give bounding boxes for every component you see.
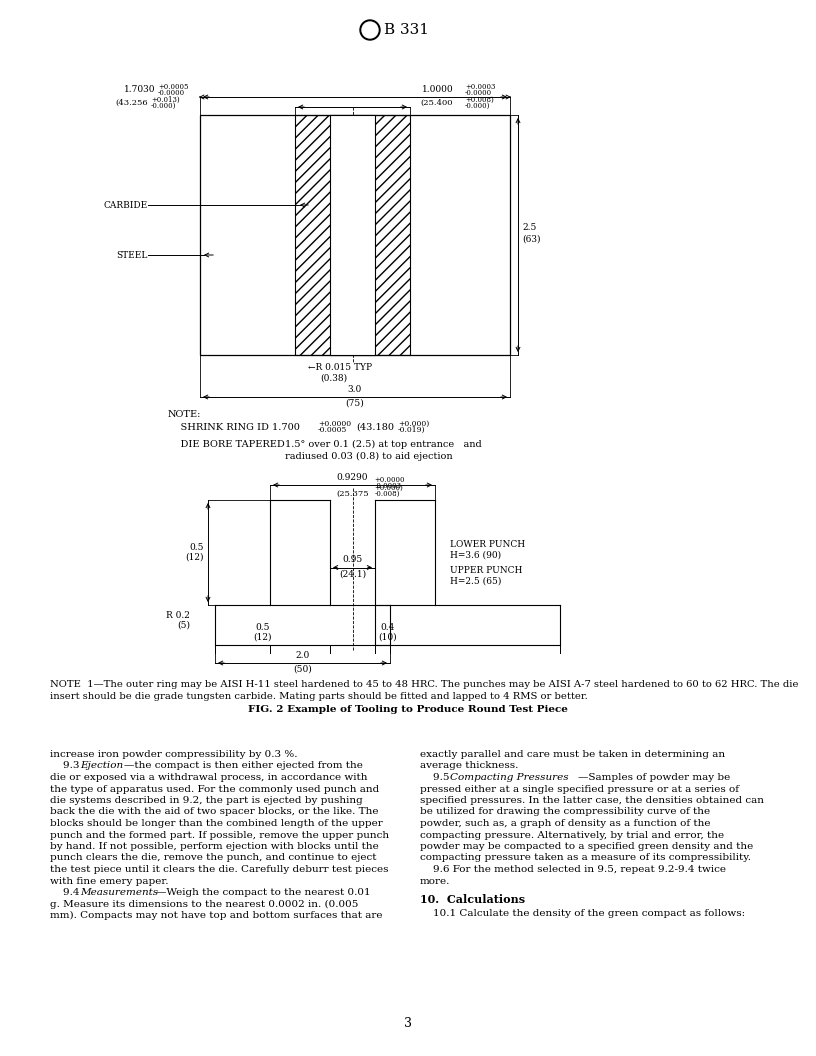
Text: powder, such as, a graph of density as a function of the: powder, such as, a graph of density as a… — [420, 819, 711, 828]
Text: DIE BORE TAPERED: DIE BORE TAPERED — [168, 440, 285, 449]
Text: be utilized for drawing the compressibility curve of the: be utilized for drawing the compressibil… — [420, 808, 710, 816]
Text: H=3.6 (90): H=3.6 (90) — [450, 551, 501, 560]
Text: LOWER PUNCH: LOWER PUNCH — [450, 540, 526, 549]
Text: 0.5: 0.5 — [189, 543, 204, 552]
Text: ←R 0.015 TYP: ←R 0.015 TYP — [308, 363, 372, 372]
Text: —the compact is then either ejected from the: —the compact is then either ejected from… — [124, 761, 363, 771]
Text: 1.7030: 1.7030 — [123, 86, 155, 94]
Text: Measurements: Measurements — [80, 888, 158, 897]
Text: +0.0003: +0.0003 — [465, 83, 495, 91]
Text: compacting pressure taken as a measure of its compressibility.: compacting pressure taken as a measure o… — [420, 853, 751, 863]
Text: +0.000): +0.000) — [398, 420, 429, 428]
Text: Compacting Pressures: Compacting Pressures — [450, 773, 569, 782]
Text: (0.38): (0.38) — [320, 374, 347, 383]
Text: more.: more. — [420, 876, 450, 886]
Text: 10.  Calculations: 10. Calculations — [420, 893, 526, 905]
Text: R 0.2: R 0.2 — [166, 610, 190, 620]
Text: -0.0003: -0.0003 — [375, 482, 401, 490]
Bar — [295, 115, 410, 355]
Text: punch and the formed part. If possible, remove the upper punch: punch and the formed part. If possible, … — [50, 830, 389, 840]
Text: +0.0000: +0.0000 — [375, 476, 405, 484]
Text: UPPER PUNCH: UPPER PUNCH — [450, 566, 522, 576]
Text: 0.4: 0.4 — [381, 622, 395, 631]
Text: (5): (5) — [177, 621, 190, 629]
Text: radiused 0.03 (0.8) to aid ejection: radiused 0.03 (0.8) to aid ejection — [285, 452, 453, 461]
Text: exactly parallel and care must be taken in determining an: exactly parallel and care must be taken … — [420, 750, 725, 759]
Text: back the die with the aid of two spacer blocks, or the like. The: back the die with the aid of two spacer … — [50, 808, 379, 816]
Text: average thickness.: average thickness. — [420, 761, 518, 771]
Text: H=2.5 (65): H=2.5 (65) — [450, 577, 501, 586]
Text: die or exposed via a withdrawal process, in accordance with: die or exposed via a withdrawal process,… — [50, 773, 367, 782]
Text: (10): (10) — [379, 633, 397, 641]
Text: -0.019): -0.019) — [398, 426, 425, 434]
Text: by hand. If not possible, perform ejection with blocks until the: by hand. If not possible, perform ejecti… — [50, 842, 379, 851]
Bar — [330, 115, 375, 355]
Text: —Weigh the compact to the nearest 0.01: —Weigh the compact to the nearest 0.01 — [156, 888, 370, 897]
Text: 9.5: 9.5 — [420, 773, 453, 782]
Text: 3.0: 3.0 — [348, 385, 362, 394]
Text: (43.256: (43.256 — [115, 99, 148, 107]
Text: (12): (12) — [185, 553, 204, 562]
Text: compacting pressure. Alternatively, by trial and error, the: compacting pressure. Alternatively, by t… — [420, 830, 724, 840]
Text: (63): (63) — [522, 234, 540, 244]
Circle shape — [360, 20, 380, 40]
Text: (25.400: (25.400 — [420, 99, 453, 107]
Text: NOTE  1—The outer ring may be AISI H-11 steel hardened to 45 to 48 HRC. The punc: NOTE 1—The outer ring may be AISI H-11 s… — [50, 680, 799, 689]
Text: 9.6 For the method selected in 9.5, repeat 9.2-9.4 twice: 9.6 For the method selected in 9.5, repe… — [420, 865, 726, 874]
Text: the type of apparatus used. For the commonly used punch and: the type of apparatus used. For the comm… — [50, 785, 379, 793]
Text: 9.4: 9.4 — [50, 888, 82, 897]
Circle shape — [362, 22, 378, 38]
Text: punch clears the die, remove the punch, and continue to eject: punch clears the die, remove the punch, … — [50, 853, 376, 863]
Text: with fine emery paper.: with fine emery paper. — [50, 876, 168, 886]
Text: mm). Compacts may not have top and bottom surfaces that are: mm). Compacts may not have top and botto… — [50, 911, 383, 920]
Text: 1.5° over 0.1 (2.5) at top entrance   and: 1.5° over 0.1 (2.5) at top entrance and — [285, 440, 481, 449]
Text: —Samples of powder may be: —Samples of powder may be — [578, 773, 730, 782]
Text: NOTE:: NOTE: — [168, 410, 202, 419]
Text: -0.000): -0.000) — [151, 102, 176, 110]
Bar — [200, 115, 510, 355]
Text: -0.0000: -0.0000 — [158, 89, 185, 97]
Text: +0.0000: +0.0000 — [318, 420, 351, 428]
Text: +0.0005: +0.0005 — [158, 83, 188, 91]
Text: blocks should be longer than the combined length of the upper: blocks should be longer than the combine… — [50, 819, 383, 828]
Text: 2.5: 2.5 — [522, 223, 536, 231]
Text: (50): (50) — [293, 665, 312, 674]
Text: 2.0: 2.0 — [295, 650, 309, 660]
Text: (24.1): (24.1) — [339, 569, 366, 579]
Text: 1.0000: 1.0000 — [422, 86, 454, 94]
Text: SHRINK RING ID 1.700: SHRINK RING ID 1.700 — [168, 423, 299, 432]
Text: insert should be die grade tungsten carbide. Mating parts should be fitted and l: insert should be die grade tungsten carb… — [50, 692, 588, 701]
Text: ✓: ✓ — [342, 201, 348, 209]
Text: 3: 3 — [404, 1017, 412, 1030]
Text: 10.1 Calculate the density of the green compact as follows:: 10.1 Calculate the density of the green … — [420, 909, 745, 918]
Text: CARBIDE: CARBIDE — [104, 201, 148, 209]
Text: pressed either at a single specified pressure or at a series of: pressed either at a single specified pre… — [420, 785, 739, 793]
Text: -0.0005: -0.0005 — [318, 426, 348, 434]
Text: (75): (75) — [346, 399, 365, 408]
Text: 0.9290: 0.9290 — [337, 473, 368, 482]
Text: -0.0000: -0.0000 — [465, 89, 492, 97]
Text: the test piece until it clears the die. Carefully deburr test pieces: the test piece until it clears the die. … — [50, 865, 388, 874]
Text: B 331: B 331 — [384, 23, 429, 37]
Text: STEEL: STEEL — [117, 250, 148, 260]
Text: FIG. 2 Example of Tooling to Produce Round Test Piece: FIG. 2 Example of Tooling to Produce Rou… — [248, 705, 568, 714]
Text: -0.008): -0.008) — [375, 490, 400, 498]
Text: +0.000): +0.000) — [375, 484, 403, 492]
Text: Ejection: Ejection — [80, 761, 123, 771]
Text: powder may be compacted to a specified green density and the: powder may be compacted to a specified g… — [420, 842, 753, 851]
Text: 9.3: 9.3 — [50, 761, 82, 771]
Text: +0.013): +0.013) — [151, 96, 180, 103]
Text: specified pressures. In the latter case, the densities obtained can: specified pressures. In the latter case,… — [420, 796, 764, 805]
Text: increase iron powder compressibility by 0.3 %.: increase iron powder compressibility by … — [50, 750, 298, 759]
Text: g. Measure its dimensions to the nearest 0.0002 in. (0.005: g. Measure its dimensions to the nearest… — [50, 900, 358, 908]
Text: 0.5: 0.5 — [255, 622, 270, 631]
Text: 0.95: 0.95 — [343, 555, 362, 565]
Text: +0.008): +0.008) — [465, 96, 494, 103]
Text: die systems described in 9.2, the part is ejected by pushing: die systems described in 9.2, the part i… — [50, 796, 363, 805]
Text: (43.180: (43.180 — [356, 423, 394, 432]
Text: (25.375: (25.375 — [336, 490, 369, 498]
Text: (12): (12) — [254, 633, 273, 641]
Text: -0.000): -0.000) — [465, 102, 490, 110]
